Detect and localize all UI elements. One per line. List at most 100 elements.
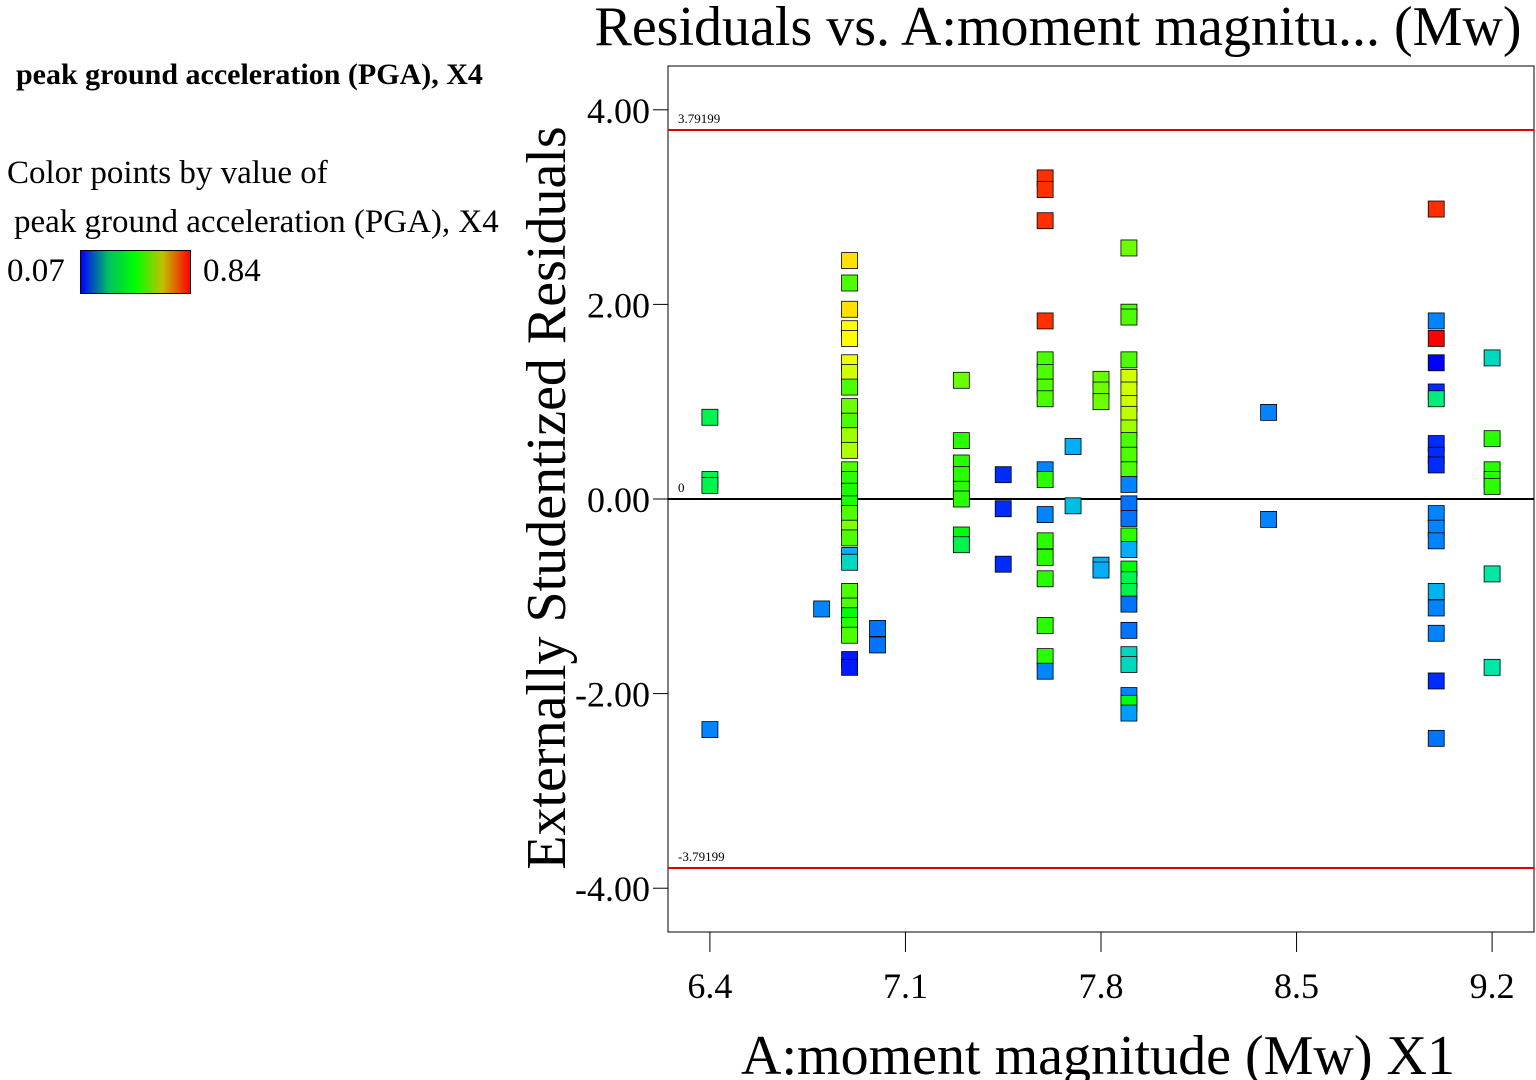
- data-point: [952, 371, 970, 389]
- data-point: [1483, 477, 1501, 495]
- data-point: [841, 427, 858, 445]
- data-point: [841, 441, 858, 459]
- data-point: [841, 330, 858, 347]
- data-point: [841, 364, 858, 381]
- data-point: [841, 412, 858, 430]
- data-point: [841, 378, 858, 396]
- data-point: [952, 490, 970, 508]
- y-tick-label: 0.00: [587, 480, 650, 520]
- data-point: [1260, 403, 1278, 421]
- legend-caption-variable: peak ground acceleration (PGA), X4: [14, 204, 499, 240]
- data-point: [1036, 390, 1054, 408]
- x-tick-label: 7.8: [1079, 966, 1124, 1006]
- data-point: [841, 529, 858, 547]
- reference-line-label: 0: [678, 480, 685, 495]
- data-point: [1260, 511, 1278, 528]
- data-point: [1427, 456, 1445, 474]
- data-point: [1092, 561, 1110, 579]
- data-point: [1120, 495, 1138, 513]
- data-point: [1120, 621, 1138, 639]
- data-point: [701, 721, 719, 739]
- data-point: [1427, 200, 1445, 218]
- data-point: [1120, 446, 1138, 464]
- data-point: [1483, 430, 1501, 448]
- x-tick-label: 6.4: [687, 966, 732, 1006]
- data-point: [1036, 570, 1054, 588]
- data-point: [1120, 239, 1138, 257]
- data-point: [1427, 672, 1445, 690]
- x-axis-label: A:moment magnitude (Mw) X1: [741, 1025, 1455, 1080]
- data-point: [994, 466, 1012, 484]
- data-point: [701, 476, 719, 494]
- data-point: [1427, 354, 1445, 372]
- data-point: [1120, 656, 1138, 673]
- legend-max-label: 0.84: [203, 253, 261, 289]
- data-point: [1036, 212, 1054, 230]
- x-tick-label: 7.1: [883, 966, 928, 1006]
- data-point: [1427, 330, 1445, 347]
- data-point: [1427, 312, 1445, 330]
- data-point: [1064, 438, 1082, 455]
- data-point: [1036, 648, 1054, 666]
- reference-line-label: 3.79199: [678, 111, 720, 126]
- data-point: [1120, 704, 1138, 722]
- data-point: [1036, 617, 1054, 634]
- data-point: [1036, 181, 1054, 198]
- y-tick-label: -2.00: [575, 675, 650, 715]
- data-point: [994, 555, 1012, 573]
- chart-title: Residuals vs. A:moment magnitu... (Mw): [594, 0, 1521, 58]
- data-point: [1036, 532, 1054, 550]
- legend-min-label: 0.07: [7, 253, 65, 289]
- y-tick-label: -4.00: [575, 869, 650, 909]
- data-point: [1427, 532, 1445, 550]
- data-point: [869, 620, 886, 637]
- data-point: [1427, 505, 1445, 522]
- data-point: [1120, 541, 1138, 558]
- data-point: [1120, 351, 1138, 369]
- data-point: [1064, 497, 1082, 515]
- x-tick-label: 9.2: [1470, 966, 1515, 1006]
- data-point: [1120, 308, 1138, 326]
- data-point: [1427, 624, 1445, 642]
- data-point: [841, 252, 858, 270]
- data-point: [1483, 658, 1501, 676]
- data-point: [841, 658, 858, 676]
- data-point: [1120, 476, 1138, 493]
- data-point: [952, 536, 970, 554]
- data-point: [1427, 729, 1445, 747]
- data-point: [1036, 364, 1054, 381]
- data-point: [1092, 393, 1110, 411]
- data-point: [841, 626, 858, 644]
- x-tick-label: 8.5: [1274, 966, 1319, 1006]
- data-point: [952, 432, 970, 450]
- data-point: [841, 398, 858, 415]
- data-point: [1483, 349, 1501, 367]
- data-point: [841, 553, 858, 571]
- data-point: [1036, 548, 1054, 566]
- data-point: [1120, 432, 1138, 450]
- data-point: [994, 500, 1012, 518]
- legend-caption: Color points by value of: [7, 155, 328, 191]
- data-point: [1036, 312, 1054, 330]
- y-tick-label: 4.00: [587, 91, 650, 131]
- y-axis-label: Externally Studentized Residuals: [516, 126, 578, 869]
- data-point: [1120, 461, 1138, 479]
- data-point: [701, 408, 719, 426]
- legend-color-gradient: [80, 250, 191, 294]
- legend-title: peak ground acceleration (PGA), X4: [16, 58, 483, 91]
- y-tick-label: 2.00: [587, 285, 650, 325]
- data-point: [1427, 599, 1445, 617]
- data-point: [841, 274, 858, 292]
- data-point: [1427, 583, 1445, 600]
- data-point: [1036, 471, 1054, 488]
- data-point: [1427, 390, 1445, 408]
- data-point: [869, 636, 886, 654]
- data-point: [841, 583, 858, 600]
- data-point: [813, 600, 831, 618]
- data-point: [1483, 565, 1501, 583]
- data-point: [1120, 510, 1138, 527]
- reference-line-label: -3.79199: [678, 849, 725, 864]
- data-point: [1036, 662, 1054, 680]
- data-point: [1036, 506, 1054, 523]
